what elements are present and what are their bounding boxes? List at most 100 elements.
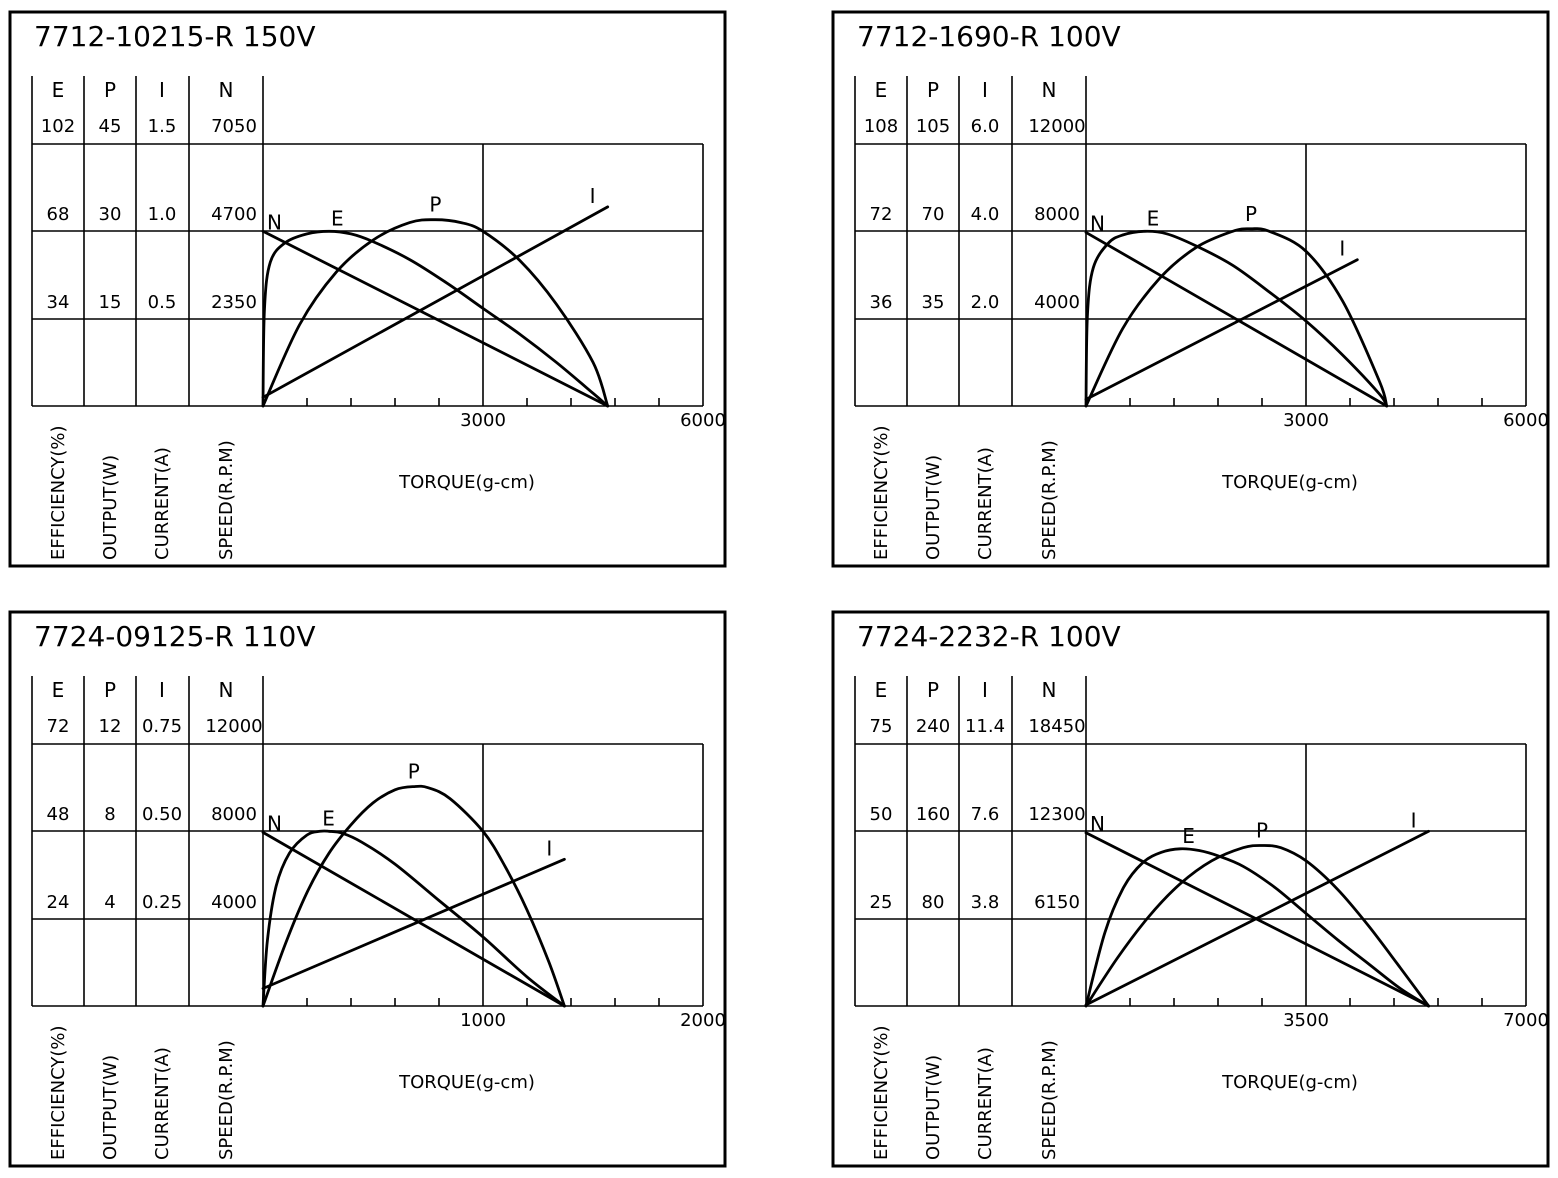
y-tick-label: 12000 [205, 716, 262, 737]
y-tick-label: 7050 [211, 116, 257, 137]
curve-label: P [408, 760, 420, 784]
y-axis-title: EFFICIENCY(%) [48, 1026, 69, 1161]
y-tick-label: 45 [99, 116, 122, 137]
y-tick-label: 7.6 [971, 804, 1000, 825]
x-tick-label: 3000 [460, 410, 506, 431]
curve-label: P [1245, 202, 1257, 226]
curve-label: N [267, 811, 282, 835]
y-tick-label: 50 [870, 804, 893, 825]
y-tick-label: 80 [922, 892, 945, 913]
y-tick-label: 102 [41, 116, 75, 137]
column-header: N [1042, 78, 1057, 102]
y-tick-label: 108 [864, 116, 898, 137]
x-tick-label: 6000 [680, 410, 726, 431]
column-header: P [104, 678, 116, 702]
y-tick-label: 48 [47, 804, 70, 825]
y-tick-label: 4000 [211, 892, 257, 913]
curve-p [1084, 844, 1430, 1008]
y-tick-label: 3.8 [971, 892, 1000, 913]
x-axis-title: TORQUE(g-cm) [398, 1072, 535, 1093]
curve-n [261, 831, 566, 1008]
y-tick-label: 12 [99, 716, 122, 737]
y-axis-title: CURRENT(A) [152, 1047, 173, 1160]
x-axis-title: TORQUE(g-cm) [398, 472, 535, 493]
y-tick-label: 240 [916, 716, 950, 737]
y-axis-title: SPEED(R.P.M) [216, 1040, 237, 1160]
curve-i [261, 205, 610, 399]
y-tick-label: 30 [99, 204, 122, 225]
y-tick-label: 160 [916, 804, 950, 825]
chart-frame [831, 610, 1550, 1168]
y-tick-label: 2.0 [971, 292, 1000, 313]
y-tick-label: 75 [870, 716, 893, 737]
y-axis-title: SPEED(R.P.M) [1039, 440, 1060, 560]
y-tick-label: 25 [870, 892, 893, 913]
curve-e [1084, 847, 1430, 1008]
x-axis-title: TORQUE(g-cm) [1221, 472, 1358, 493]
x-tick-label: 1000 [460, 1010, 506, 1031]
y-tick-label: 8000 [211, 804, 257, 825]
column-header: P [927, 78, 939, 102]
curve-label: E [322, 806, 335, 830]
y-axis-title: EFFICIENCY(%) [48, 426, 69, 561]
chart-title: 7712-1690-R 100V [857, 20, 1121, 53]
curve-i [1084, 829, 1430, 1007]
y-axis-title: CURRENT(A) [975, 1047, 996, 1160]
y-tick-label: 24 [47, 892, 70, 913]
y-tick-label: 8 [104, 804, 115, 825]
curve-label: I [546, 836, 552, 860]
column-header: N [219, 78, 234, 102]
y-tick-label: 34 [47, 292, 70, 313]
y-axis-title: EFFICIENCY(%) [871, 426, 892, 561]
chart-frame [8, 10, 727, 568]
y-tick-label: 70 [922, 204, 945, 225]
y-tick-label: 0.50 [142, 804, 182, 825]
y-tick-label: 15 [99, 292, 122, 313]
x-tick-label: 2000 [680, 1010, 726, 1031]
curve-e [1084, 229, 1389, 408]
curve-i [1084, 258, 1359, 401]
y-axis-title: CURRENT(A) [975, 447, 996, 560]
column-header: I [982, 678, 988, 702]
y-tick-label: 12000 [1028, 116, 1085, 137]
curve-label: I [1339, 237, 1345, 261]
x-axis-title: TORQUE(g-cm) [1221, 1072, 1358, 1093]
y-tick-label: 6150 [1034, 892, 1080, 913]
column-header: N [1042, 678, 1057, 702]
y-axis-title: SPEED(R.P.M) [1039, 1040, 1060, 1160]
y-tick-label: 72 [47, 716, 70, 737]
column-header: P [927, 678, 939, 702]
chart-panel-4: 7724-2232-R 100V 3500 7000 TORQUE(g-cm) E 75 5… [831, 610, 1550, 1168]
y-tick-label: 4 [104, 892, 115, 913]
chart-frame [831, 10, 1550, 568]
curve-p [1084, 227, 1389, 408]
chart-frame [8, 610, 727, 1168]
y-axis-title: CURRENT(A) [152, 447, 173, 560]
chart-title: 7724-2232-R 100V [857, 620, 1121, 653]
column-header: P [104, 78, 116, 102]
curve-p [261, 784, 566, 1008]
chart-panel-1: 7712-10215-R 150V 3000 6000 TORQUE(g-cm) E 10… [8, 10, 727, 568]
curve-p [261, 218, 610, 408]
y-tick-label: 4000 [1034, 292, 1080, 313]
curve-label: I [1411, 808, 1417, 832]
y-tick-label: 1.5 [148, 116, 177, 137]
column-header: N [219, 678, 234, 702]
y-axis-title: OUTPUT(W) [923, 1055, 944, 1160]
y-tick-label: 6.0 [971, 116, 1000, 137]
column-header: E [52, 678, 65, 702]
curve-label: N [1090, 812, 1105, 836]
column-header: I [982, 78, 988, 102]
y-tick-label: 12300 [1028, 804, 1085, 825]
x-tick-label: 3000 [1283, 410, 1329, 431]
curve-e [261, 229, 610, 408]
column-header: E [875, 78, 888, 102]
y-tick-label: 36 [870, 292, 893, 313]
curve-n [261, 229, 610, 408]
curve-label: E [1182, 824, 1195, 848]
y-tick-label: 4700 [211, 204, 257, 225]
y-axis-title: OUTPUT(W) [100, 1055, 121, 1160]
y-tick-label: 0.25 [142, 892, 182, 913]
chart-title: 7712-10215-R 150V [34, 20, 316, 53]
